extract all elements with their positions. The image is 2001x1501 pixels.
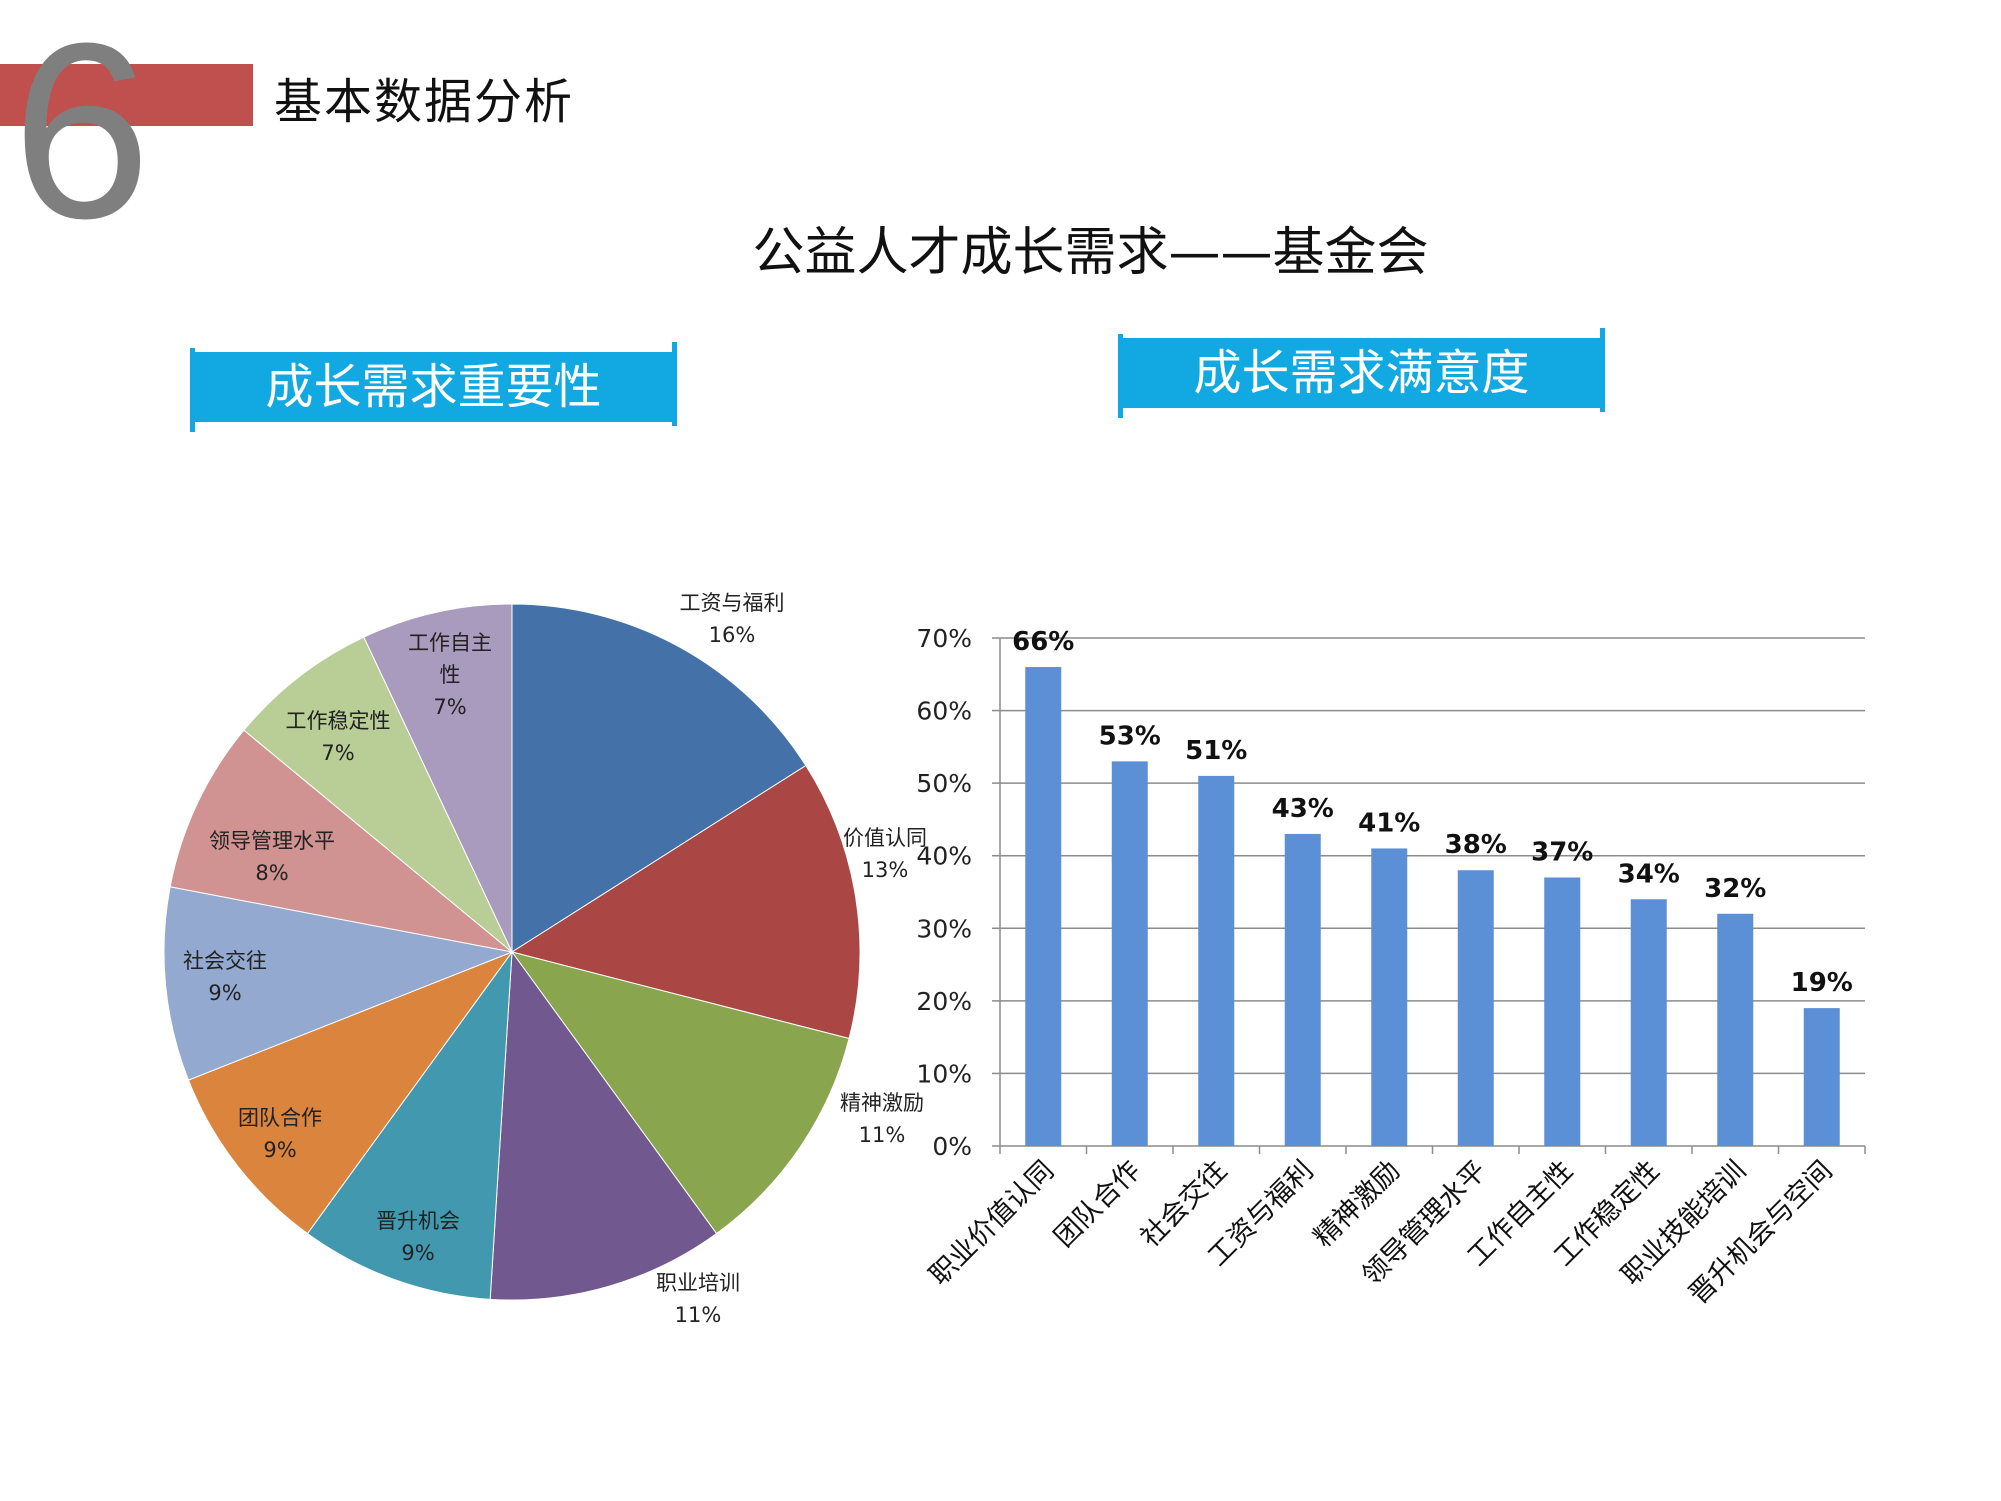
bar xyxy=(1717,913,1754,1146)
pie-label: 晋升机会 xyxy=(376,1209,460,1233)
satisfaction-bar-chart: 0% 10% 20% 30% 40% 50% 60% 70% 66% 职业价值认同 53% 团队合作 5… xyxy=(916,624,1866,1311)
pie-label: 社会交往 xyxy=(183,949,267,973)
bar-value-label: 19% xyxy=(1791,968,1853,998)
pie-slice xyxy=(306,950,513,1300)
pie-slice xyxy=(363,603,513,953)
pie-slice xyxy=(510,951,850,1235)
importance-pie-chart: 工资与福利 16% 价值认同 13% 精神激励 11% 职业培训 11% 晋升机会 9% 团队合作 9… xyxy=(163,591,927,1327)
pie-percent-label: 9% xyxy=(401,1241,434,1265)
bar-value-label: 66% xyxy=(1012,627,1074,657)
pie-label: 性 xyxy=(440,663,461,687)
pie-slice xyxy=(489,950,718,1301)
pie-percent-label: 11% xyxy=(859,1123,906,1147)
importance-tag: 成长需求重要性 xyxy=(190,342,677,432)
bar-value-label: 43% xyxy=(1272,794,1334,824)
header-accent-bar xyxy=(0,64,253,126)
bar xyxy=(1198,775,1235,1146)
bar-value-label: 53% xyxy=(1099,721,1161,751)
bar-value-label: 51% xyxy=(1185,736,1247,766)
bar xyxy=(1544,877,1581,1146)
pie-label: 职业培训 xyxy=(656,1271,740,1295)
x-tick-label: 职业价值认同 xyxy=(924,1155,1060,1291)
y-tick-label: 40% xyxy=(916,842,972,871)
pie-percent-label: 9% xyxy=(208,981,241,1005)
pie-slice xyxy=(169,729,513,953)
y-tick-label: 50% xyxy=(916,769,972,798)
pie-label: 工作稳定性 xyxy=(286,709,391,733)
pie-label: 工作自主 xyxy=(408,631,492,655)
pie-label: 价值认同 xyxy=(843,826,927,850)
pie-label: 团队合作 xyxy=(238,1106,322,1130)
bar-value-label: 34% xyxy=(1618,859,1680,889)
pie-percent-label: 16% xyxy=(709,623,756,647)
bar xyxy=(1630,899,1667,1146)
pie-percent-label: 13% xyxy=(862,858,909,882)
bar-value-label: 37% xyxy=(1531,837,1593,867)
pie-percent-label: 11% xyxy=(675,1303,722,1327)
pie-slice xyxy=(187,950,514,1235)
bar-value-label: 41% xyxy=(1358,808,1420,838)
pie-label: 工资与福利 xyxy=(680,591,785,615)
y-tick-label: 10% xyxy=(916,1059,972,1088)
bar xyxy=(1111,761,1148,1146)
x-tick-label: 团队合作 xyxy=(1048,1155,1146,1253)
satisfaction-tag: 成长需求满意度 xyxy=(1118,328,1605,418)
y-tick-label: 60% xyxy=(916,697,972,726)
bar xyxy=(1025,667,1062,1146)
pie-slice xyxy=(243,636,513,953)
y-tick-label: 20% xyxy=(916,987,972,1016)
pie-percent-label: 8% xyxy=(255,861,288,885)
bar xyxy=(1284,833,1321,1146)
pie-percent-label: 9% xyxy=(263,1138,296,1162)
pie-slice xyxy=(510,764,861,1040)
pie-percent-label: 7% xyxy=(433,695,466,719)
bar xyxy=(1371,848,1408,1146)
pie-percent-label: 7% xyxy=(321,741,354,765)
section-title: 基本数据分析 xyxy=(274,74,575,130)
page-title: 公益人才成长需求——基金会 xyxy=(752,223,1429,283)
pie-label: 精神激励 xyxy=(840,1091,924,1115)
y-tick-label: 30% xyxy=(916,914,972,943)
section-number: 6 xyxy=(12,0,152,270)
bar xyxy=(1457,870,1494,1146)
y-tick-label: 0% xyxy=(932,1132,972,1161)
pie-slice xyxy=(163,886,514,1081)
y-tick-label: 70% xyxy=(916,624,972,653)
pie-label: 领导管理水平 xyxy=(209,829,335,853)
bar-value-label: 38% xyxy=(1445,830,1507,860)
bar xyxy=(1803,1008,1840,1146)
bar-value-label: 32% xyxy=(1704,874,1766,904)
pie-slice xyxy=(511,603,807,953)
